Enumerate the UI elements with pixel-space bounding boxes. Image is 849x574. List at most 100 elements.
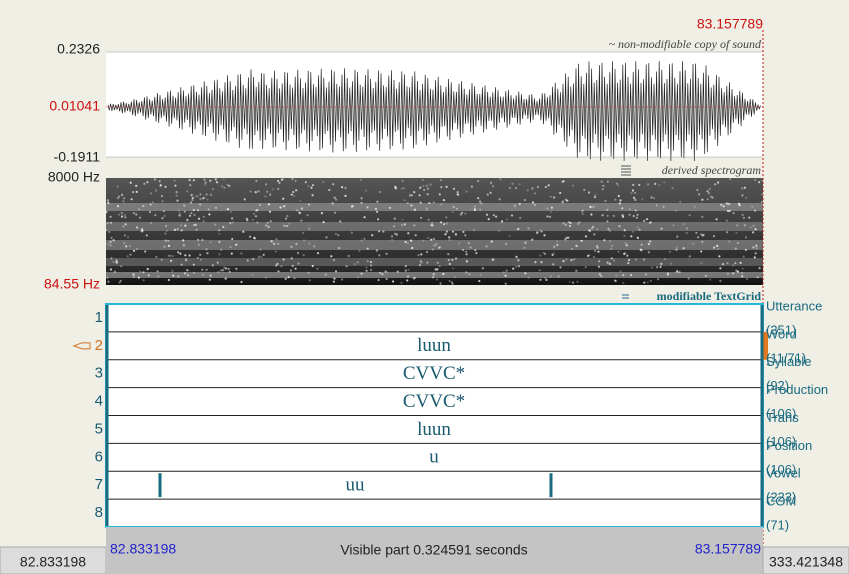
speckle [401,219,403,221]
speckle [404,199,406,201]
speckle [448,259,450,261]
speckle [202,197,204,199]
tier-number: 8 [95,504,103,521]
speckle [452,267,454,269]
speckle [405,270,407,272]
speckle [218,241,220,243]
speckle [633,197,635,199]
speckle [377,218,379,220]
speckle [549,216,551,218]
speckle [473,229,475,231]
speckle [656,204,658,206]
speckle [587,255,589,257]
speckle [371,234,373,236]
spectrogram-panel [106,178,763,285]
speckle [569,225,571,227]
speckle [667,272,669,274]
speckle [391,239,393,241]
speckle [296,209,298,211]
speckle [428,202,430,204]
speckle [229,246,231,248]
speckle [723,205,725,207]
speckle [635,259,637,261]
speckle [152,201,154,203]
speckle [449,280,451,282]
speckle [407,275,409,277]
speckle [468,242,470,244]
speckle [544,253,546,255]
speckle [618,195,620,197]
speckle [316,268,318,270]
speckle [195,224,197,226]
speckle [629,208,631,210]
speckle [193,214,195,216]
speckle [386,271,388,273]
speckle [313,245,315,247]
speckle [297,252,299,254]
speckle [746,278,748,280]
speckle [741,275,743,277]
speckle [727,210,729,212]
speckle [565,224,567,226]
speckle [110,257,112,259]
tier-name: Word [766,326,797,341]
speckle [639,229,641,231]
speckle [662,206,664,208]
speckle [179,214,181,216]
speckle [726,231,728,233]
speckle [277,243,279,245]
speckle [646,218,648,220]
speckle [303,254,305,256]
wave-min: -0.1911 [54,149,101,165]
speckle [117,205,119,207]
speckle [141,231,143,233]
speckle [437,262,439,264]
speckle [305,181,307,183]
speckle [552,254,554,256]
speckle [161,195,163,197]
footer-visible-label: Visible part 0.324591 seconds [340,542,527,558]
speckle [208,213,210,215]
speckle [431,224,433,226]
speckle [376,249,378,251]
speckle [607,215,609,217]
speckle [222,226,224,228]
speckle [163,246,165,248]
speckle [726,220,728,222]
speckle [701,241,703,243]
speckle [664,258,666,260]
speckle [303,239,305,241]
speckle [169,255,171,257]
speckle [129,245,131,247]
speckle [246,218,248,220]
speckle [649,222,651,224]
speckle [539,269,541,271]
speckle [515,187,517,189]
speckle [110,216,112,218]
speckle [741,187,743,189]
speckle [115,259,117,261]
speckle [719,280,721,282]
speckle [506,218,508,220]
speckle [292,265,294,267]
speckle [181,264,183,266]
speckle [274,243,276,245]
speckle [757,276,759,278]
speckle [172,255,174,257]
speckle [170,260,172,262]
speckle [564,238,566,240]
speckle [440,186,442,188]
speckle [430,239,432,241]
speckle [293,195,295,197]
speckle [133,250,135,252]
speckle [626,255,628,257]
speckle [660,263,662,265]
speckle [406,279,408,281]
speckle [550,196,552,198]
speckle [728,240,730,242]
speckle [139,270,141,272]
speckle [519,203,521,205]
speckle [619,199,621,201]
cursor-time: 83.157789 [697,16,763,32]
speckle [480,274,482,276]
